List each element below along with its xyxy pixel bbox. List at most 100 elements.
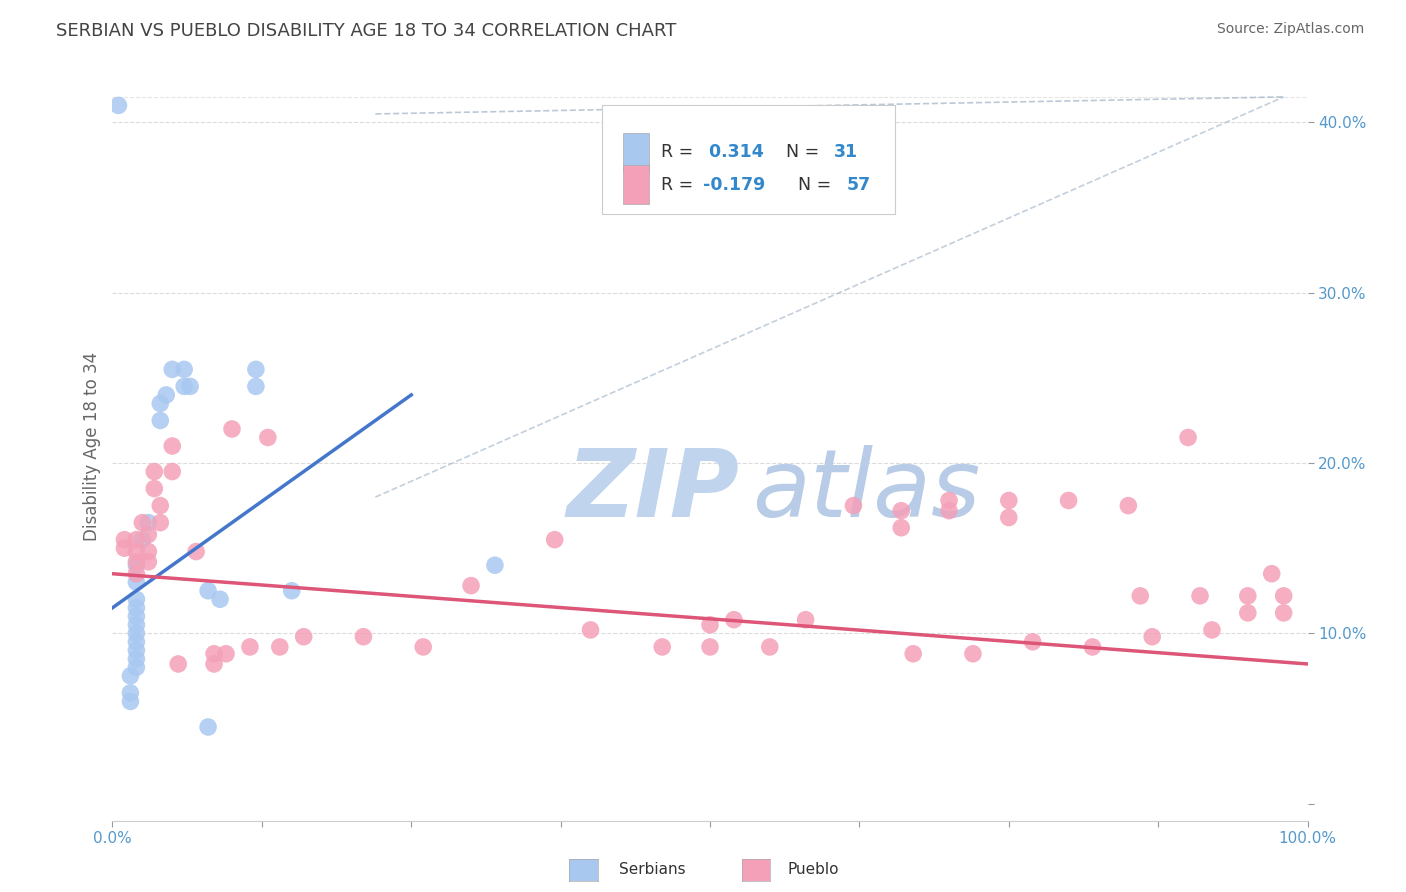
Point xyxy=(215,647,238,661)
Point xyxy=(125,626,148,640)
Point xyxy=(125,635,148,649)
Point xyxy=(155,388,177,402)
Text: Source: ZipAtlas.com: Source: ZipAtlas.com xyxy=(1216,22,1364,37)
Text: N =: N = xyxy=(775,144,824,161)
Bar xyxy=(623,166,650,204)
Point xyxy=(269,640,291,654)
Text: -0.179: -0.179 xyxy=(703,176,765,194)
Point xyxy=(125,592,148,607)
Point xyxy=(125,533,148,547)
Point xyxy=(651,640,673,654)
Point xyxy=(1261,566,1284,581)
Point xyxy=(125,575,148,590)
Point xyxy=(173,362,195,376)
Bar xyxy=(623,133,650,171)
Point xyxy=(699,617,721,632)
Point xyxy=(1022,635,1045,649)
Point xyxy=(962,647,984,661)
Point xyxy=(1057,493,1080,508)
Point xyxy=(1177,430,1199,444)
Point xyxy=(1081,640,1104,654)
Point xyxy=(131,516,153,530)
Point xyxy=(120,686,142,700)
Point xyxy=(125,555,148,569)
Point xyxy=(125,566,148,581)
Point xyxy=(245,379,267,393)
Point xyxy=(125,600,148,615)
Point xyxy=(162,362,183,376)
Point xyxy=(125,643,148,657)
Text: 0.314: 0.314 xyxy=(703,144,763,161)
Text: R =: R = xyxy=(661,176,699,194)
Point xyxy=(699,640,721,654)
Point xyxy=(202,647,225,661)
Text: 57: 57 xyxy=(846,176,870,194)
Point xyxy=(1142,630,1164,644)
Point xyxy=(138,544,160,558)
Point xyxy=(543,533,565,547)
Point xyxy=(257,430,280,444)
Point xyxy=(484,558,506,573)
Text: Pueblo: Pueblo xyxy=(787,863,839,877)
Text: atlas: atlas xyxy=(752,445,980,536)
Point xyxy=(125,609,148,624)
Point xyxy=(221,422,243,436)
Point xyxy=(938,493,960,508)
Point xyxy=(149,516,172,530)
Text: N =: N = xyxy=(786,176,837,194)
Point xyxy=(759,640,782,654)
Point xyxy=(412,640,434,654)
Point xyxy=(107,98,129,112)
Point xyxy=(1237,589,1260,603)
Point xyxy=(1189,589,1212,603)
Point xyxy=(245,362,267,376)
FancyBboxPatch shape xyxy=(603,105,896,214)
Point xyxy=(998,493,1021,508)
Point xyxy=(202,657,225,671)
Point xyxy=(239,640,262,654)
Text: 31: 31 xyxy=(834,144,859,161)
Point xyxy=(723,613,745,627)
Point xyxy=(938,504,960,518)
Point xyxy=(138,555,160,569)
Point xyxy=(579,623,602,637)
Point xyxy=(197,583,219,598)
Text: R =: R = xyxy=(661,144,699,161)
Point xyxy=(1237,606,1260,620)
Point xyxy=(149,413,172,427)
Point xyxy=(1118,499,1140,513)
Point xyxy=(352,630,374,644)
Point xyxy=(125,558,148,573)
Point xyxy=(460,579,482,593)
Point xyxy=(120,694,142,708)
Point xyxy=(186,544,208,558)
Y-axis label: Disability Age 18 to 34: Disability Age 18 to 34 xyxy=(83,351,101,541)
Point xyxy=(138,516,160,530)
Point xyxy=(120,669,142,683)
Point xyxy=(890,521,912,535)
Point xyxy=(890,504,912,518)
Text: SERBIAN VS PUEBLO DISABILITY AGE 18 TO 34 CORRELATION CHART: SERBIAN VS PUEBLO DISABILITY AGE 18 TO 3… xyxy=(56,22,676,40)
Point xyxy=(998,510,1021,524)
Point xyxy=(209,592,232,607)
Point xyxy=(197,720,219,734)
Point xyxy=(162,465,183,479)
Point xyxy=(138,527,160,541)
Point xyxy=(1272,606,1295,620)
Point xyxy=(794,613,817,627)
Point xyxy=(903,647,925,661)
Point xyxy=(125,660,148,674)
Point xyxy=(162,439,183,453)
Point xyxy=(1129,589,1152,603)
Point xyxy=(143,465,166,479)
Point xyxy=(1201,623,1223,637)
Point xyxy=(149,396,172,410)
Point xyxy=(149,499,172,513)
Point xyxy=(281,583,304,598)
Point xyxy=(292,630,315,644)
Point xyxy=(179,379,201,393)
Point xyxy=(173,379,195,393)
Point xyxy=(125,544,148,558)
Text: Serbians: Serbians xyxy=(619,863,685,877)
Point xyxy=(131,533,153,547)
